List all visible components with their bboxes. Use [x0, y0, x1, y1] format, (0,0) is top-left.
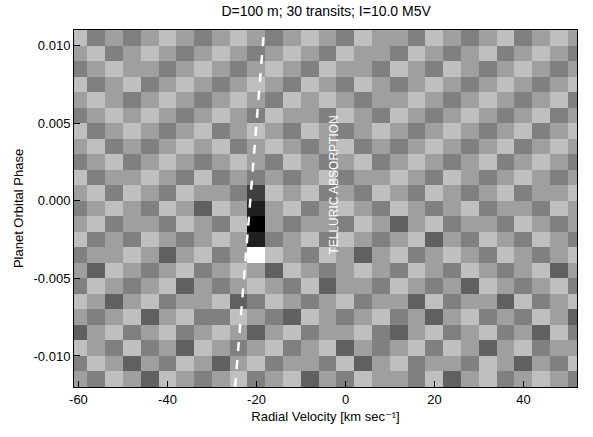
svg-text:-40: -40	[158, 392, 177, 407]
svg-text:40: 40	[516, 392, 530, 407]
svg-text:-20: -20	[247, 392, 266, 407]
svg-text:Planet Orbital Phase: Planet Orbital Phase	[11, 149, 26, 268]
svg-text:20: 20	[427, 392, 441, 407]
svg-text:-0.010: -0.010	[34, 349, 71, 364]
svg-text:0.000: 0.000	[38, 193, 71, 208]
svg-text:0.010: 0.010	[38, 38, 71, 53]
svg-text:D=100 m; 30 transits; I=10.0 M: D=100 m; 30 transits; I=10.0 M5V	[221, 3, 431, 19]
svg-text:TELLURIC ABSORPTION: TELLURIC ABSORPTION	[327, 115, 341, 254]
svg-text:Radial Velocity [km sec⁻¹]: Radial Velocity [km sec⁻¹]	[251, 409, 399, 424]
svg-text:-0.005: -0.005	[34, 271, 71, 286]
svg-text:0.005: 0.005	[38, 116, 71, 131]
svg-text:0: 0	[342, 392, 349, 407]
svg-text:-60: -60	[69, 392, 88, 407]
